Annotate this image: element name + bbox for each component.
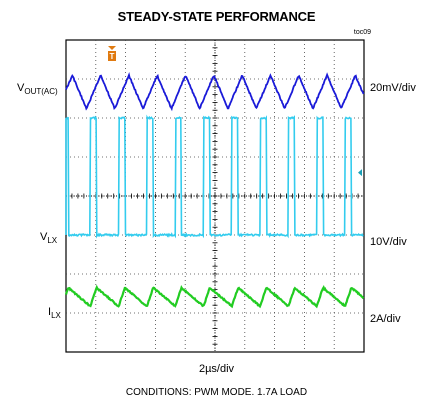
vout-scale: 20mV/div — [370, 82, 416, 94]
ilx-label: ILX — [48, 306, 61, 320]
vlx-scale: 10V/div — [370, 236, 407, 248]
x-axis-label: 2µs/div — [0, 363, 433, 375]
trigger-marker-text: T — [110, 52, 115, 61]
vlx-label: VLX — [40, 231, 57, 245]
conditions-text: CONDITIONS: PWM MODE. 1.7A LOAD — [0, 387, 433, 398]
vout-label: VOUT(AC) — [17, 82, 58, 96]
ilx-scale: 2A/div — [370, 313, 401, 325]
